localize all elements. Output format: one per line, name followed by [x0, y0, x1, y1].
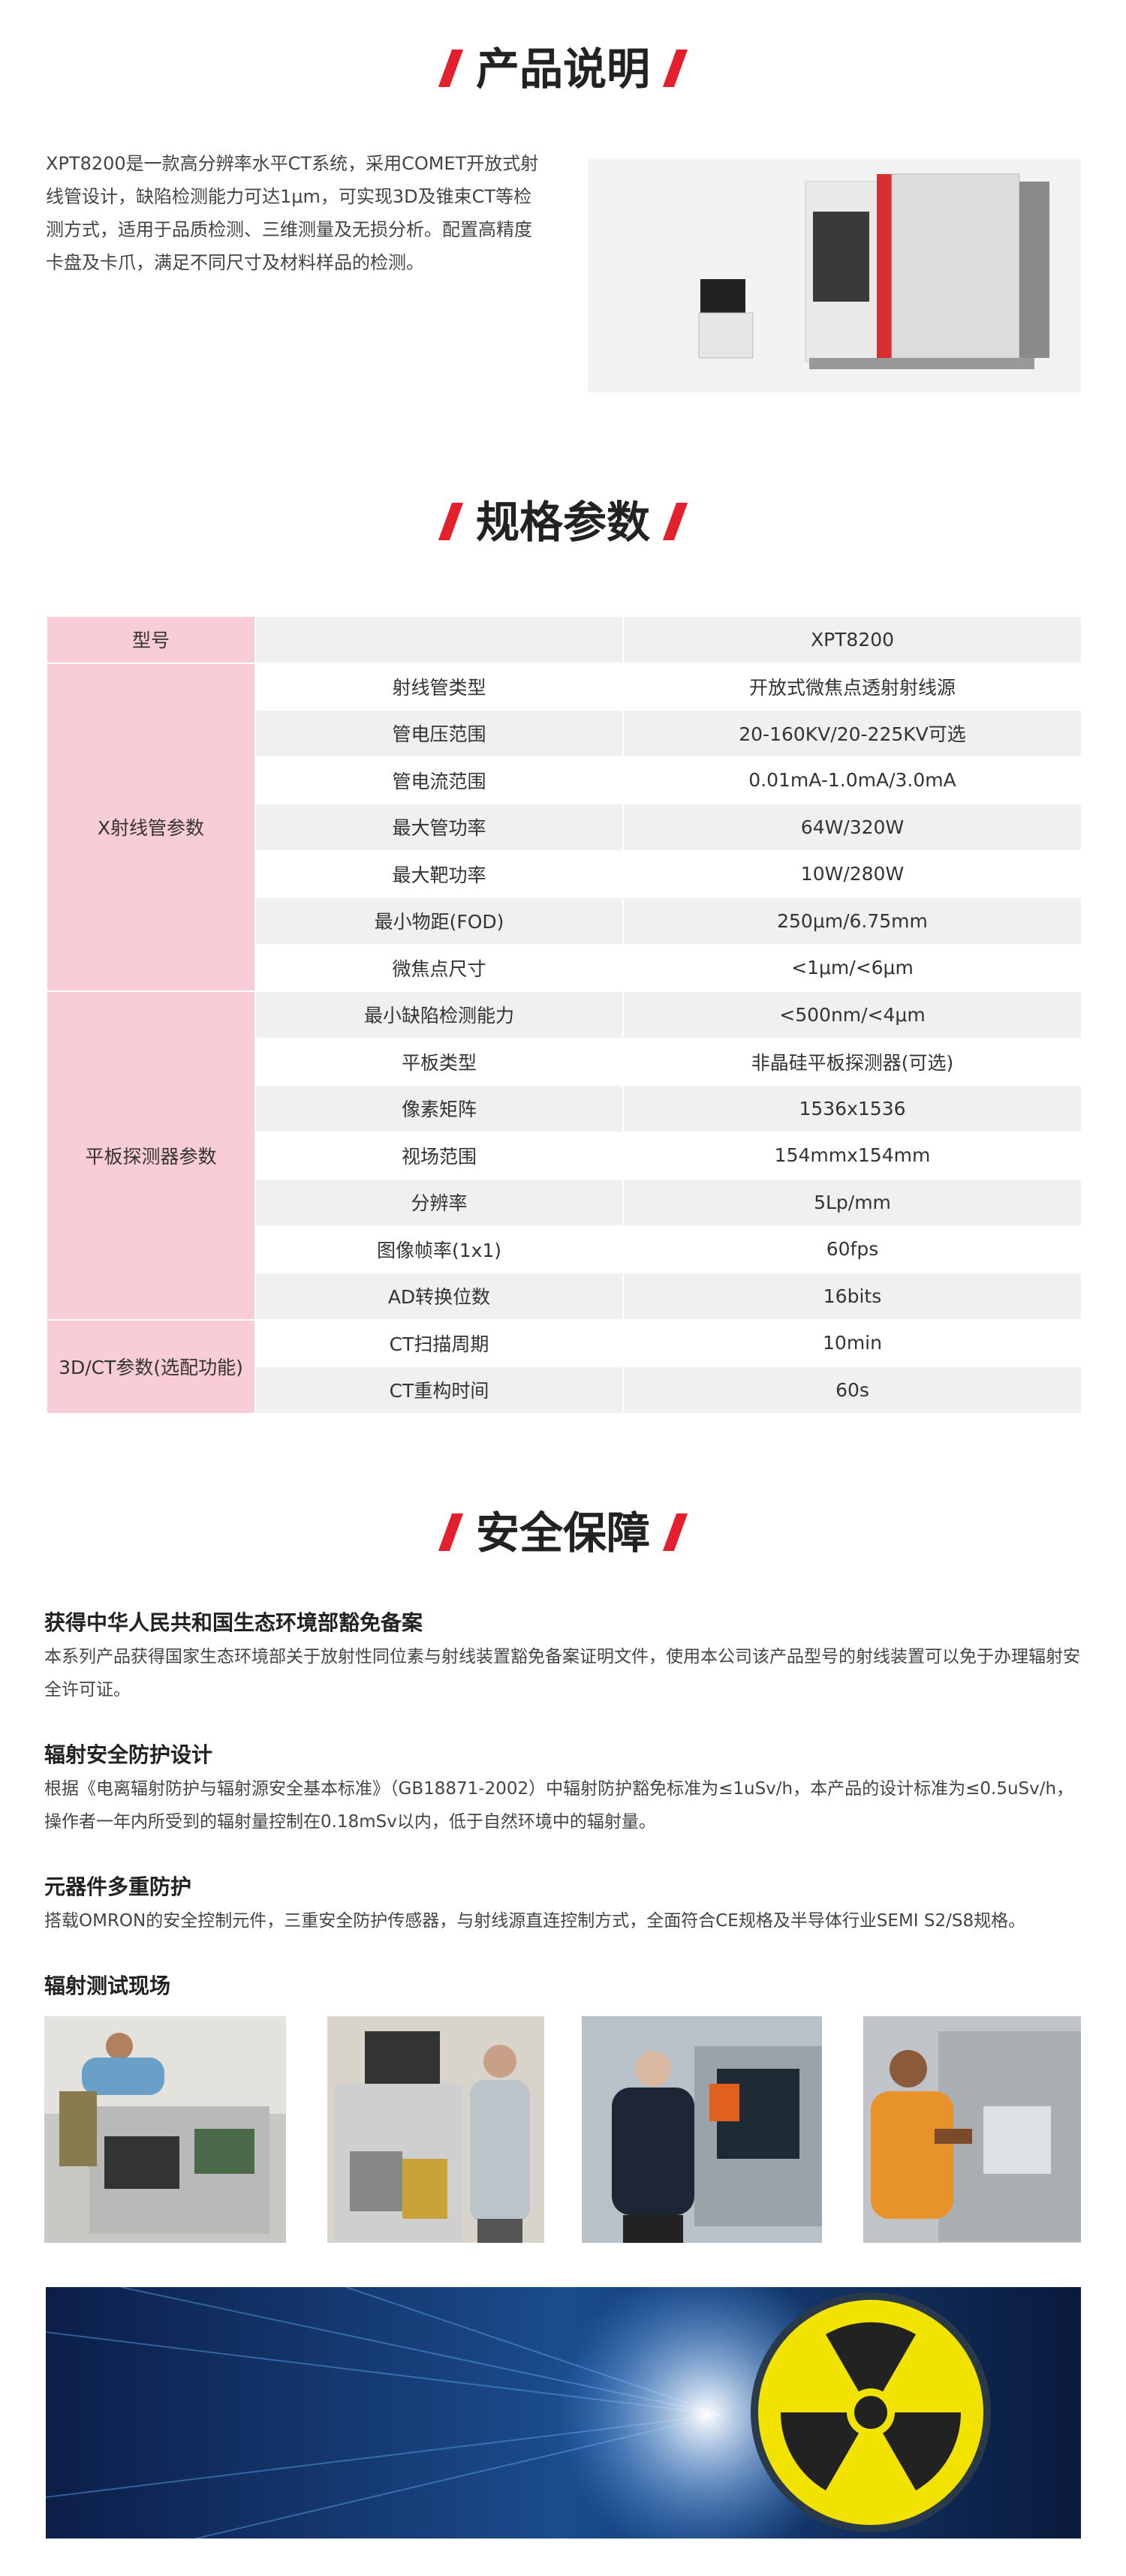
table-cell: 管电压范围	[254, 709, 624, 758]
table-cell: 10W/280W	[622, 849, 1082, 898]
section-title: 产品说明	[0, 41, 1126, 97]
table-row: 管电压范围 20-160KV/20-225KV可选	[47, 709, 1082, 758]
table-cell: 1536x1536	[622, 1084, 1082, 1133]
table-row: 微焦点尺寸 <1μm/<6μm	[47, 943, 1082, 992]
table-cell: 最小物距(FOD)	[254, 897, 624, 945]
table-cell	[254, 615, 624, 664]
safety-text: 根据《电离辐射防护与辐射源安全基本标准》（GB18871-2002）中辐射防护豁…	[44, 1779, 1074, 1832]
table-cell: 10min	[622, 1318, 1082, 1367]
table-row: 型号 XPT8200	[46, 615, 1082, 664]
section-title-text: 安全保障	[475, 1507, 650, 1559]
table-row: 平板类型 非晶硅平板探测器(可选)	[47, 1037, 1082, 1086]
table-row: 图像帧率(1x1) 60fps	[47, 1225, 1082, 1273]
photo	[327, 2016, 544, 2243]
safety-list: 获得中华人民共和国生态环境部豁免备案本系列产品获得国家生态环境部关于放射性同位素…	[44, 1606, 1081, 2003]
table-row: 像素矩阵 1536x1536	[47, 1084, 1082, 1133]
table-cell: 图像帧率(1x1)	[254, 1225, 624, 1273]
table-row: 管电流范围 0.01mA-1.0mA/3.0mA	[47, 756, 1082, 804]
section-title: 规格参数	[0, 494, 1126, 550]
table-cell: 分辨率	[254, 1178, 624, 1227]
table-cell: 平板探测器参数	[46, 990, 256, 1321]
table-row: 3D/CT参数(选配功能) CT扫描周期 10min	[46, 1318, 1082, 1414]
section-title-text: 产品说明	[475, 44, 650, 95]
safety-heading: 元器件多重防护	[44, 1874, 192, 1899]
table-cell: 最大靶功率	[254, 849, 624, 898]
table-cell: 开放式微焦点透射射线源	[622, 662, 1082, 711]
table-cell: 64W/320W	[622, 803, 1082, 852]
safety-heading: 辐射安全防护设计	[44, 1742, 213, 1767]
photo	[44, 2016, 286, 2243]
table-cell: <1μm/<6μm	[622, 943, 1082, 992]
intro-text: XPT8200是一款高分辨率水平CT系统，采用COMET开放式射线管设计，缺陷检…	[46, 153, 539, 273]
table-cell: 最小缺陷检测能力	[254, 990, 624, 1039]
table-cell: 管电流范围	[254, 756, 624, 804]
table-cell: 5Lp/mm	[622, 1178, 1082, 1227]
section-title: 安全保障	[0, 1505, 1126, 1561]
table-cell: 型号	[46, 615, 256, 664]
table-cell: CT重构时间	[254, 1366, 624, 1414]
gallery-title: 辐射测试现场	[44, 1973, 171, 1998]
safety-text: 本系列产品获得国家生态环境部关于放射性同位素与射线装置豁免备案证明文件，使用本公…	[44, 1647, 1080, 1700]
table-row: 平板探测器参数 最小缺陷检测能力 <500nm/<4μm	[46, 990, 1082, 1321]
table-row: CT重构时间 60s	[47, 1366, 1082, 1414]
table-cell: 射线管类型	[254, 662, 624, 711]
table-cell: 视场范围	[254, 1131, 624, 1180]
table-row: 视场范围 154mmx154mm	[47, 1131, 1082, 1180]
table-cell: 20-160KV/20-225KV可选	[622, 709, 1082, 758]
table-cell: XPT8200	[622, 615, 1082, 664]
table-cell: 0.01mA-1.0mA/3.0mA	[622, 756, 1082, 804]
table-cell: 平板类型	[254, 1037, 624, 1086]
table-cell: 非晶硅平板探测器(可选)	[622, 1037, 1082, 1086]
table-row: 最大管功率 64W/320W	[47, 803, 1082, 852]
photo	[582, 2016, 822, 2243]
table-cell: 250μm/6.75mm	[622, 897, 1082, 945]
safety-heading: 获得中华人民共和国生态环境部豁免备案	[44, 1610, 423, 1635]
table-row: 最大靶功率 10W/280W	[47, 849, 1082, 898]
table-cell: 154mmx154mm	[622, 1131, 1082, 1180]
table-cell: 像素矩阵	[254, 1084, 624, 1133]
spec-table: 型号 XPT8200 X射线管参数 射线管类型 开放式微焦点透射射线源 管电压范围 20-1…	[46, 615, 1082, 1414]
table-cell: 微焦点尺寸	[254, 943, 624, 992]
table-row: 最小物距(FOD) 250μm/6.75mm	[47, 897, 1082, 945]
table-cell: X射线管参数	[46, 662, 256, 992]
table-row: X射线管参数 射线管类型 开放式微焦点透射射线源	[46, 662, 1082, 992]
table-cell: <500nm/<4μm	[622, 990, 1082, 1039]
table-cell: 最大管功率	[254, 803, 624, 852]
table-cell: 16bits	[622, 1272, 1082, 1321]
table-row: AD转换位数 16bits	[47, 1272, 1082, 1321]
banner	[46, 2287, 1081, 2538]
table-cell: 60fps	[622, 1225, 1082, 1273]
table-cell: 3D/CT参数(选配功能)	[46, 1318, 256, 1414]
table-cell: AD转换位数	[254, 1272, 624, 1321]
table-row: 分辨率 5Lp/mm	[47, 1178, 1082, 1227]
section-title-text: 规格参数	[475, 497, 650, 548]
table-cell: 60s	[622, 1366, 1082, 1414]
photo	[863, 2016, 1081, 2243]
safety-text: 搭载OMRON的安全控制元件，三重安全防护传感器，与射线源直连控制方式，全面符合…	[44, 1911, 1026, 1931]
product-image	[588, 159, 1081, 392]
table-cell: CT扫描周期	[254, 1318, 624, 1367]
